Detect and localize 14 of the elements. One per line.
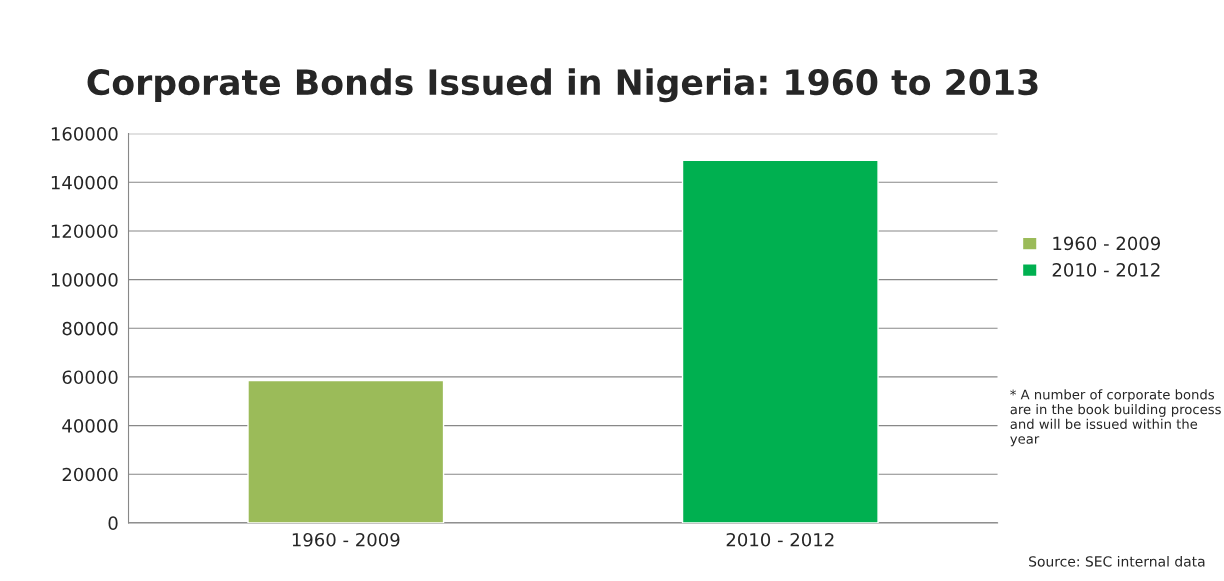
y-tick-label: 40000 <box>62 419 118 433</box>
legend-label: 2010 - 2012 <box>1052 263 1160 277</box>
y-tick-label: 60000 <box>62 370 118 385</box>
y-tick-label: 80000 <box>62 321 118 336</box>
y-tick-label: 140000 <box>51 175 118 190</box>
y-tick-label: 120000 <box>51 224 118 239</box>
y-tick-label: 160000 <box>51 127 118 141</box>
y-tick-label: 100000 <box>51 273 118 287</box>
chart-title: Corporate Bonds Issued in Nigeria: 1960 to 2013 <box>87 68 1038 103</box>
source-note: Source: SEC internal data <box>1029 555 1205 567</box>
y-tick-label: 20000 <box>62 467 118 482</box>
legend-label: 1960 - 2009 <box>1053 236 1161 251</box>
text: * A number of corporate bonds are in the book building process and will be issued within the year <box>1010 389 1221 447</box>
y-tick-label: 0 <box>108 516 118 531</box>
